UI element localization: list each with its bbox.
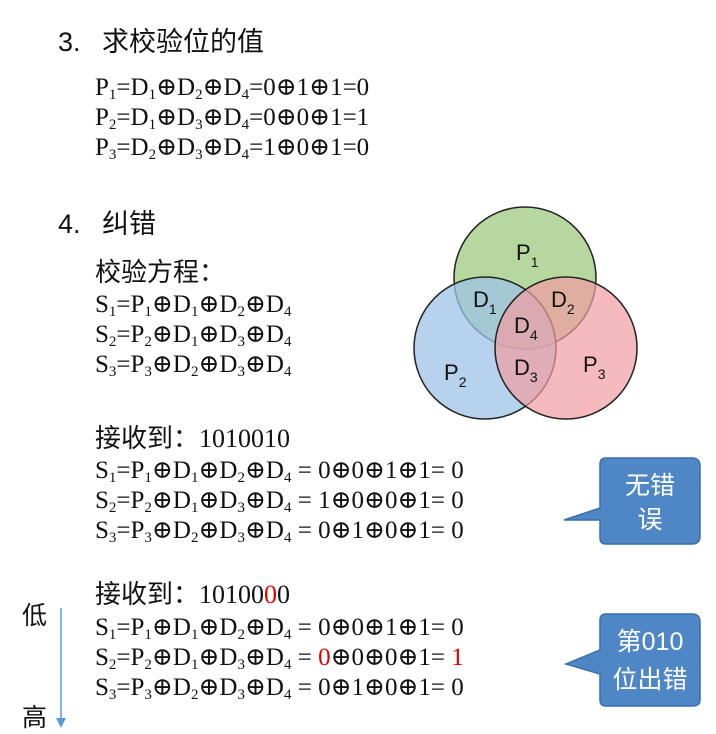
syndrome-row: S1=P1⊕D1⊕D2⊕D4 = 0⊕0⊕1⊕1= 0 bbox=[95, 614, 464, 643]
venn-label-d2: D2 bbox=[551, 287, 575, 317]
section-title: 纠错 bbox=[102, 209, 157, 239]
parity-equation-row: P1=D1⊕D2⊕D4=0⊕1⊕1=0 bbox=[95, 74, 370, 103]
received-line-1: 接收到：1010010 bbox=[95, 424, 290, 454]
check-equation-row: S2=P2⊕D1⊕D3⊕D4 bbox=[95, 321, 292, 350]
check-equation-label: 校验方程： bbox=[95, 258, 226, 287]
received-label: 接收到： bbox=[95, 424, 200, 453]
venn-label-d3: D3 bbox=[514, 355, 538, 385]
syndrome-row: S2=P2⊕D1⊕D3⊕D4 = 0⊕0⊕0⊕1= 1 bbox=[95, 644, 464, 673]
venn-label-d1: D1 bbox=[473, 287, 497, 317]
received-label: 接收到： bbox=[95, 580, 200, 609]
syndrome-equations-case1: S1=P1⊕D1⊕D2⊕D4 = 0⊕0⊕1⊕1= 0 S2=P2⊕D1⊕D3⊕D… bbox=[95, 456, 464, 546]
section-title: 求校验位的值 bbox=[102, 27, 265, 57]
order-arrow-icon bbox=[56, 608, 66, 728]
callout-line-1: 第010 bbox=[617, 628, 684, 656]
syndrome-row: S1=P1⊕D1⊕D2⊕D4 = 0⊕0⊕1⊕1= 0 bbox=[95, 457, 464, 486]
callout-line-2: 误 bbox=[637, 506, 662, 534]
section-number: 4. bbox=[58, 209, 81, 239]
check-equation-row: S3=P3⊕D2⊕D3⊕D4 bbox=[95, 351, 292, 380]
callout-error-position: 第010 位出错 bbox=[563, 613, 701, 707]
callout-no-error: 无错 误 bbox=[563, 457, 701, 545]
callout-line-1: 无错 bbox=[625, 472, 675, 500]
venn-label-p2: P2 bbox=[444, 360, 467, 390]
parity-equation-row: P3=D2⊕D3⊕D4=1⊕0⊕1=0 bbox=[95, 134, 370, 163]
received-line-2: 接收到：1010000 bbox=[95, 580, 290, 610]
section-3-heading: 3. 求校验位的值 bbox=[58, 20, 264, 59]
section-4-heading: 4. 纠错 bbox=[58, 202, 156, 241]
check-equation-row: S1=P1⊕D1⊕D2⊕D4 bbox=[95, 291, 292, 320]
syndrome-row: S2=P2⊕D1⊕D3⊕D4 = 1⊕0⊕0⊕1= 0 bbox=[95, 487, 464, 516]
section-number: 3. bbox=[58, 27, 81, 57]
parity-equation-row: P2=D1⊕D3⊕D4=0⊕0⊕1=1 bbox=[95, 104, 370, 133]
syndrome-equations-case2: S1=P1⊕D1⊕D2⊕D4 = 0⊕0⊕1⊕1= 0 S2=P2⊕D1⊕D3⊕D… bbox=[95, 613, 464, 703]
received-value-prefix: 10100 bbox=[199, 580, 265, 609]
check-equations: S1=P1⊕D1⊕D2⊕D4 S2=P2⊕D1⊕D3⊕D4 S3=P3⊕D2⊕D3⊕… bbox=[95, 290, 291, 380]
syndrome-row: S3=P3⊕D2⊕D3⊕D4 = 0⊕1⊕0⊕1= 0 bbox=[95, 517, 464, 546]
venn-diagram: P1 P2 P3 D1 D2 D4 D3 bbox=[413, 206, 638, 420]
received-error-bit: 0 bbox=[264, 580, 278, 609]
order-high-label: 高 bbox=[22, 704, 48, 732]
received-value-suffix: 0 bbox=[277, 580, 291, 609]
venn-label-d4: D4 bbox=[514, 313, 538, 343]
callout-line-2: 位出错 bbox=[612, 666, 687, 694]
venn-label-p3: P3 bbox=[583, 352, 606, 382]
received-value: 1010010 bbox=[199, 424, 291, 453]
venn-label-p1: P1 bbox=[516, 240, 539, 270]
syndrome-row: S3=P3⊕D2⊕D3⊕D4 = 0⊕1⊕0⊕1= 0 bbox=[95, 674, 464, 703]
parity-equations: P1=D1⊕D2⊕D4=0⊕1⊕1=0 P2=D1⊕D3⊕D4=0⊕0⊕1=1 P3… bbox=[95, 73, 369, 163]
order-low-label: 低 bbox=[22, 602, 48, 630]
venn-circle-p3 bbox=[494, 276, 638, 420]
